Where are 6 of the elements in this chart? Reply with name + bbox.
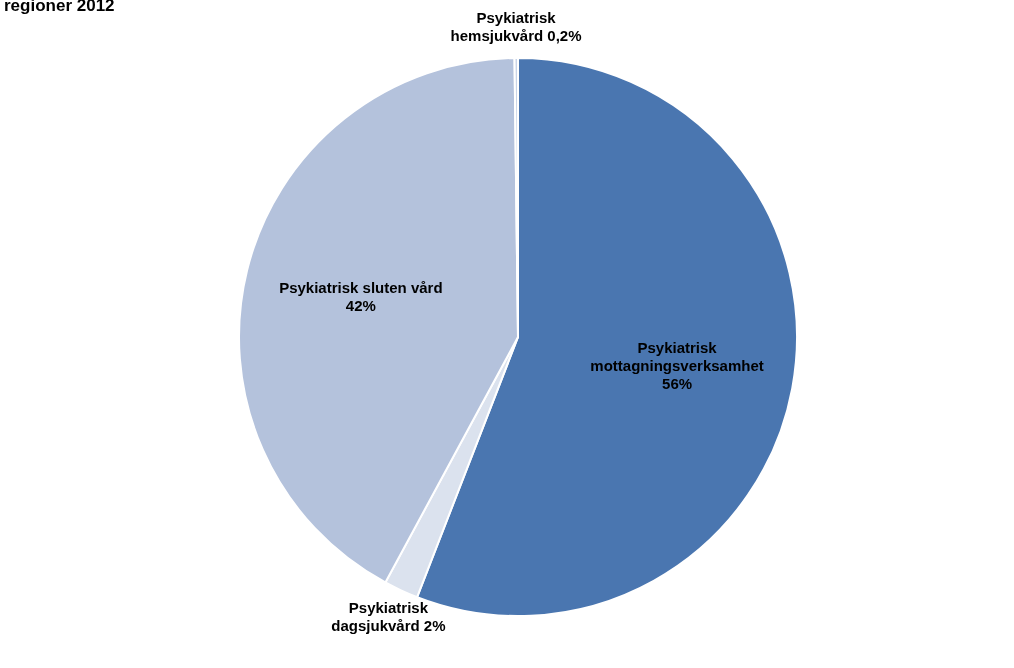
slice-label: Psykiatrisk sluten vård (279, 279, 443, 297)
slice-label: Psykiatrisk mottagningsverksamhet (590, 338, 764, 374)
slice-label: Psykiatrisk hemsjukvård 0,2% (450, 9, 582, 45)
slice-label: Psykiatrisk dagsjukvård 2% (331, 598, 446, 634)
data-label: 56% (662, 374, 693, 392)
data-label: 42% (345, 297, 376, 315)
